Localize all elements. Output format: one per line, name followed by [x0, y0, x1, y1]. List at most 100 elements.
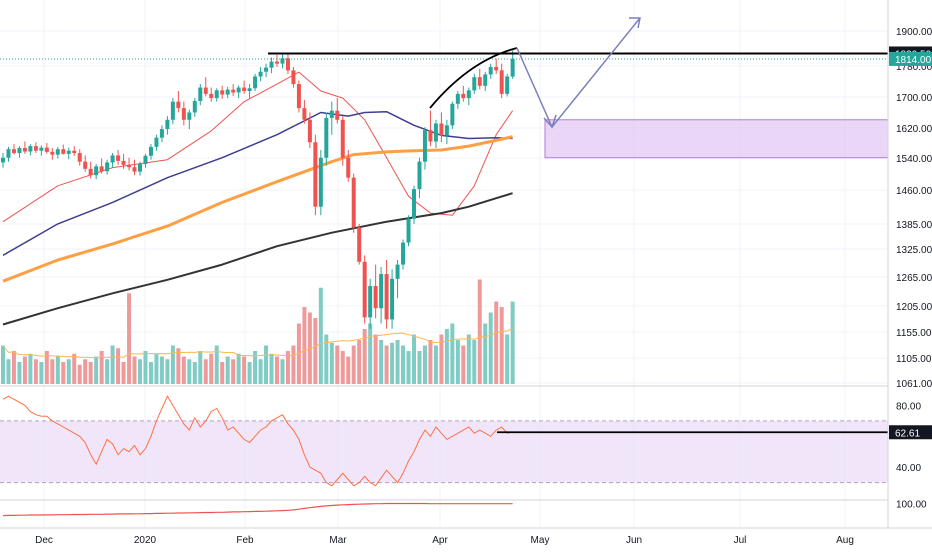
- price-tick-label: 1780.00: [896, 62, 932, 73]
- candle-down: [340, 119, 345, 158]
- time-tick-label: Dec: [35, 535, 53, 546]
- volume-bar: [302, 307, 307, 384]
- candle-up: [154, 137, 159, 147]
- candle-up: [412, 189, 416, 219]
- volume-bar: [236, 353, 241, 384]
- volume-bar: [494, 301, 499, 384]
- candle-up: [444, 125, 449, 136]
- candle-up: [488, 66, 493, 75]
- candle-up: [324, 117, 329, 158]
- time-tick-label: 2020: [134, 535, 157, 546]
- volume-bar: [22, 356, 27, 384]
- volume-bar: [17, 362, 22, 384]
- candle-down: [307, 119, 312, 143]
- candle-up: [329, 110, 334, 118]
- candle-down: [121, 160, 126, 165]
- volume-layer: [1, 279, 515, 384]
- moving-average-ma-mid: [2, 110, 513, 256]
- candle-down: [99, 166, 104, 172]
- candle-down: [44, 147, 49, 152]
- candle-up: [280, 58, 285, 64]
- volume-bar: [33, 359, 38, 384]
- volume-bar: [264, 345, 269, 384]
- volume-ma-line: [2, 328, 513, 359]
- candle-down: [302, 108, 307, 120]
- volume-bar: [132, 356, 137, 384]
- volume-bar: [83, 359, 88, 384]
- volume-bar: [483, 323, 488, 384]
- projection-arrow-head: [543, 114, 557, 129]
- candle-down: [127, 164, 132, 168]
- volume-bar: [390, 342, 395, 384]
- volume-bar: [209, 353, 214, 384]
- price-tick-label: 1460.00: [896, 186, 932, 197]
- volume-bar: [77, 364, 82, 384]
- volume-bar: [466, 334, 471, 384]
- candle-down: [477, 77, 482, 86]
- candle-up: [390, 278, 395, 320]
- moving-averages-layer: [2, 71, 514, 326]
- candle-up: [318, 157, 323, 207]
- candle-down: [357, 227, 362, 262]
- candle-up: [66, 150, 71, 154]
- volume-bar: [285, 351, 290, 384]
- time-tick-label: Mar: [329, 535, 347, 546]
- volume-bar: [335, 345, 340, 384]
- volume-bar: [170, 345, 175, 384]
- candle-down: [209, 93, 214, 99]
- volume-bar: [384, 345, 389, 384]
- candle-up: [236, 87, 241, 93]
- candle-up: [214, 90, 219, 99]
- time-tick-label: Aug: [836, 535, 854, 546]
- candle-up: [1, 157, 5, 163]
- candle-down: [384, 274, 389, 320]
- candle-up: [187, 112, 192, 120]
- volume-bar: [138, 359, 142, 384]
- candle-down: [373, 286, 378, 309]
- price-tick-label: 1265.00: [896, 273, 932, 284]
- candle-up: [17, 148, 22, 154]
- candle-up: [505, 76, 510, 94]
- candle-up: [28, 146, 33, 152]
- volume-bar: [159, 356, 164, 384]
- volume-bar: [291, 345, 296, 384]
- candle-up: [198, 87, 203, 101]
- volume-bar: [55, 356, 60, 384]
- volume-bar: [275, 356, 279, 384]
- volume-bar: [39, 362, 44, 384]
- volume-bar: [340, 351, 345, 384]
- candle-down: [132, 167, 137, 172]
- candle-up: [264, 67, 269, 72]
- volume-bar: [351, 345, 356, 384]
- volume-bar: [477, 279, 482, 384]
- volume-bar: [187, 359, 192, 384]
- volume-bar: [472, 340, 477, 384]
- volume-bar: [450, 323, 455, 384]
- volume-bar: [439, 334, 444, 384]
- time-tick-label: Apr: [432, 535, 448, 546]
- rsi-tick-label: 40.00: [896, 463, 921, 474]
- indicator-panel: [0, 499, 888, 517]
- volume-bar: [346, 356, 351, 384]
- candle-down: [335, 110, 340, 120]
- volume-bar: [44, 351, 49, 384]
- rsi-tick-label: 80.00: [896, 401, 921, 412]
- candle-up: [110, 155, 115, 163]
- candle-up: [165, 119, 170, 130]
- candle-up: [6, 149, 11, 158]
- price-tag-bg: [889, 51, 932, 66]
- candle-down: [242, 87, 247, 92]
- time-tick-label: May: [531, 535, 550, 546]
- candle-down: [313, 142, 318, 207]
- volume-bar: [379, 340, 384, 384]
- volume-bar: [176, 348, 181, 384]
- candles-layer: [1, 50, 515, 329]
- volume-bar: [121, 362, 126, 384]
- volume-bar: [143, 351, 148, 384]
- volume-bar: [461, 345, 466, 384]
- volume-bar: [110, 345, 115, 384]
- volume-bar: [72, 353, 77, 384]
- candle-up: [510, 58, 515, 77]
- volume-bar: [269, 353, 274, 384]
